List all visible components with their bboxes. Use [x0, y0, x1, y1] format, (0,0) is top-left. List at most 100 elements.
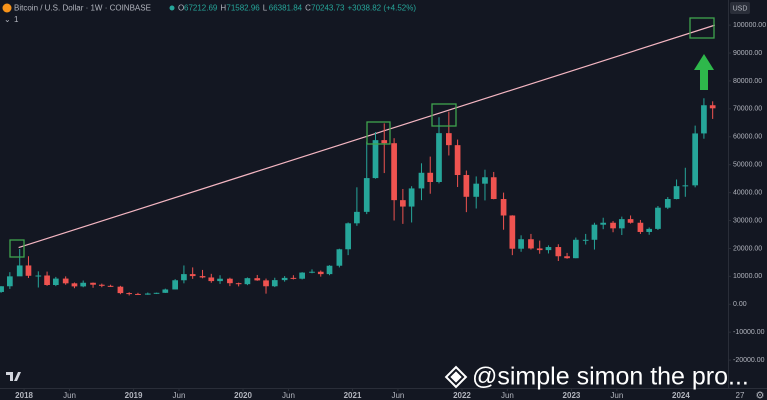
candle-body: [582, 239, 589, 241]
candle-body: [528, 239, 534, 249]
x-tick-label: Jun: [501, 391, 514, 400]
candle-body: [664, 199, 671, 208]
candle-body: [227, 278, 233, 284]
candle-body: [181, 274, 187, 281]
candle-body: [436, 133, 442, 182]
candle-body: [117, 286, 124, 294]
currency-badge[interactable]: [730, 2, 750, 14]
candle-body: [637, 222, 644, 232]
watermark-text: @simple simon the pro...: [472, 363, 749, 391]
candle-body: [135, 293, 141, 295]
candle-body: [618, 219, 625, 229]
y-tick-label: 70000.00: [733, 106, 762, 113]
y-tick-label: 30000.00: [733, 217, 762, 224]
candle-body: [709, 105, 716, 109]
ohlc-value: 70243.73: [311, 4, 345, 13]
candle-body: [473, 183, 480, 197]
up-arrow: [694, 54, 714, 90]
candle-body: [427, 172, 434, 182]
candle-body: [536, 248, 543, 251]
ohlc-value: 67212.69: [184, 4, 218, 13]
candle-body: [627, 219, 634, 223]
candle-body: [244, 278, 251, 285]
candle-body: [208, 277, 215, 282]
candle-body: [381, 140, 388, 144]
candle-body: [418, 172, 425, 189]
x-tick-label: Jun: [63, 391, 76, 400]
currency-label: USD: [733, 5, 748, 12]
y-tick-label: 50000.00: [733, 162, 762, 169]
y-tick-label: 0.00: [733, 301, 747, 308]
x-tick-label: 2021: [344, 391, 362, 400]
highlight-box: [431, 103, 457, 127]
candle-body: [372, 140, 379, 179]
candle-body: [309, 271, 315, 273]
ohlc-key: L: [263, 4, 268, 13]
candle-body: [25, 265, 32, 276]
candle-body: [490, 177, 497, 200]
highlight-boxes: [9, 17, 715, 258]
candle-body: [400, 200, 406, 207]
candle-body: [90, 282, 96, 285]
x-tick-label: Jun: [173, 391, 186, 400]
candle-body: [610, 222, 616, 229]
y-tick-label: 60000.00: [733, 134, 762, 141]
ohlc-value: 71582.96: [226, 4, 260, 13]
candle-body: [35, 275, 42, 277]
candle-body: [144, 293, 151, 295]
candle-body: [600, 222, 607, 225]
symbol-icon: [2, 3, 12, 13]
candle-body: [107, 285, 114, 287]
symbol-title: Bitcoin / U.S. Dollar · 1W · COINBASE: [14, 4, 151, 13]
y-tick-label: 80000.00: [733, 78, 762, 85]
candle-body: [345, 223, 351, 250]
ohlc-value: 66381.84: [269, 4, 303, 13]
candle-body: [7, 276, 13, 287]
x-tick-label: 2018: [15, 391, 33, 400]
y-tick-label: -10000.00: [733, 329, 765, 336]
candle-body: [445, 133, 452, 146]
candle-body: [354, 211, 360, 224]
candle-body: [326, 265, 333, 275]
x-tick-label: 2019: [125, 391, 143, 400]
candle-body: [500, 199, 507, 216]
candle-body: [62, 278, 69, 284]
candle-body: [408, 188, 415, 207]
indicator-count: 1: [14, 15, 19, 24]
y-tick-label: -20000.00: [733, 357, 765, 364]
ohlc-change: +3038.82 (+4.52%): [348, 4, 417, 13]
y-tick-label: 40000.00: [733, 189, 762, 196]
x-tick-label: Jun: [282, 391, 295, 400]
x-tick-label: 2020: [234, 391, 252, 400]
candle-body: [98, 284, 105, 286]
candle-body: [52, 278, 59, 285]
candle-body: [701, 105, 707, 134]
candle-body: [0, 286, 4, 292]
candle-body: [126, 293, 133, 295]
indicator-toggle[interactable]: ⌄: [4, 15, 11, 24]
ohlc-key: O: [178, 4, 184, 13]
candle-body: [71, 283, 78, 287]
candle-body: [80, 282, 87, 287]
candle-body: [454, 145, 461, 176]
y-tick-label: 90000.00: [733, 50, 762, 57]
candle-body: [153, 292, 160, 294]
candle-body: [363, 178, 370, 212]
candle-body: [263, 280, 269, 287]
candle-body: [572, 239, 579, 259]
candle-body: [162, 289, 169, 293]
x-extra-label: 27: [736, 391, 745, 400]
candle-body: [518, 239, 524, 249]
candle-body: [509, 215, 516, 249]
candle-body: [682, 185, 689, 187]
y-tick-label: 10000.00: [733, 273, 762, 280]
candle-body: [189, 274, 196, 277]
candle-body: [336, 249, 343, 266]
highlight-box: [9, 239, 25, 258]
status-dot: [169, 5, 175, 11]
candle-body: [655, 207, 661, 229]
candle-body: [290, 277, 297, 279]
x-tick-label: Jun: [610, 391, 623, 400]
settings-icon[interactable]: ⚙: [756, 391, 765, 400]
